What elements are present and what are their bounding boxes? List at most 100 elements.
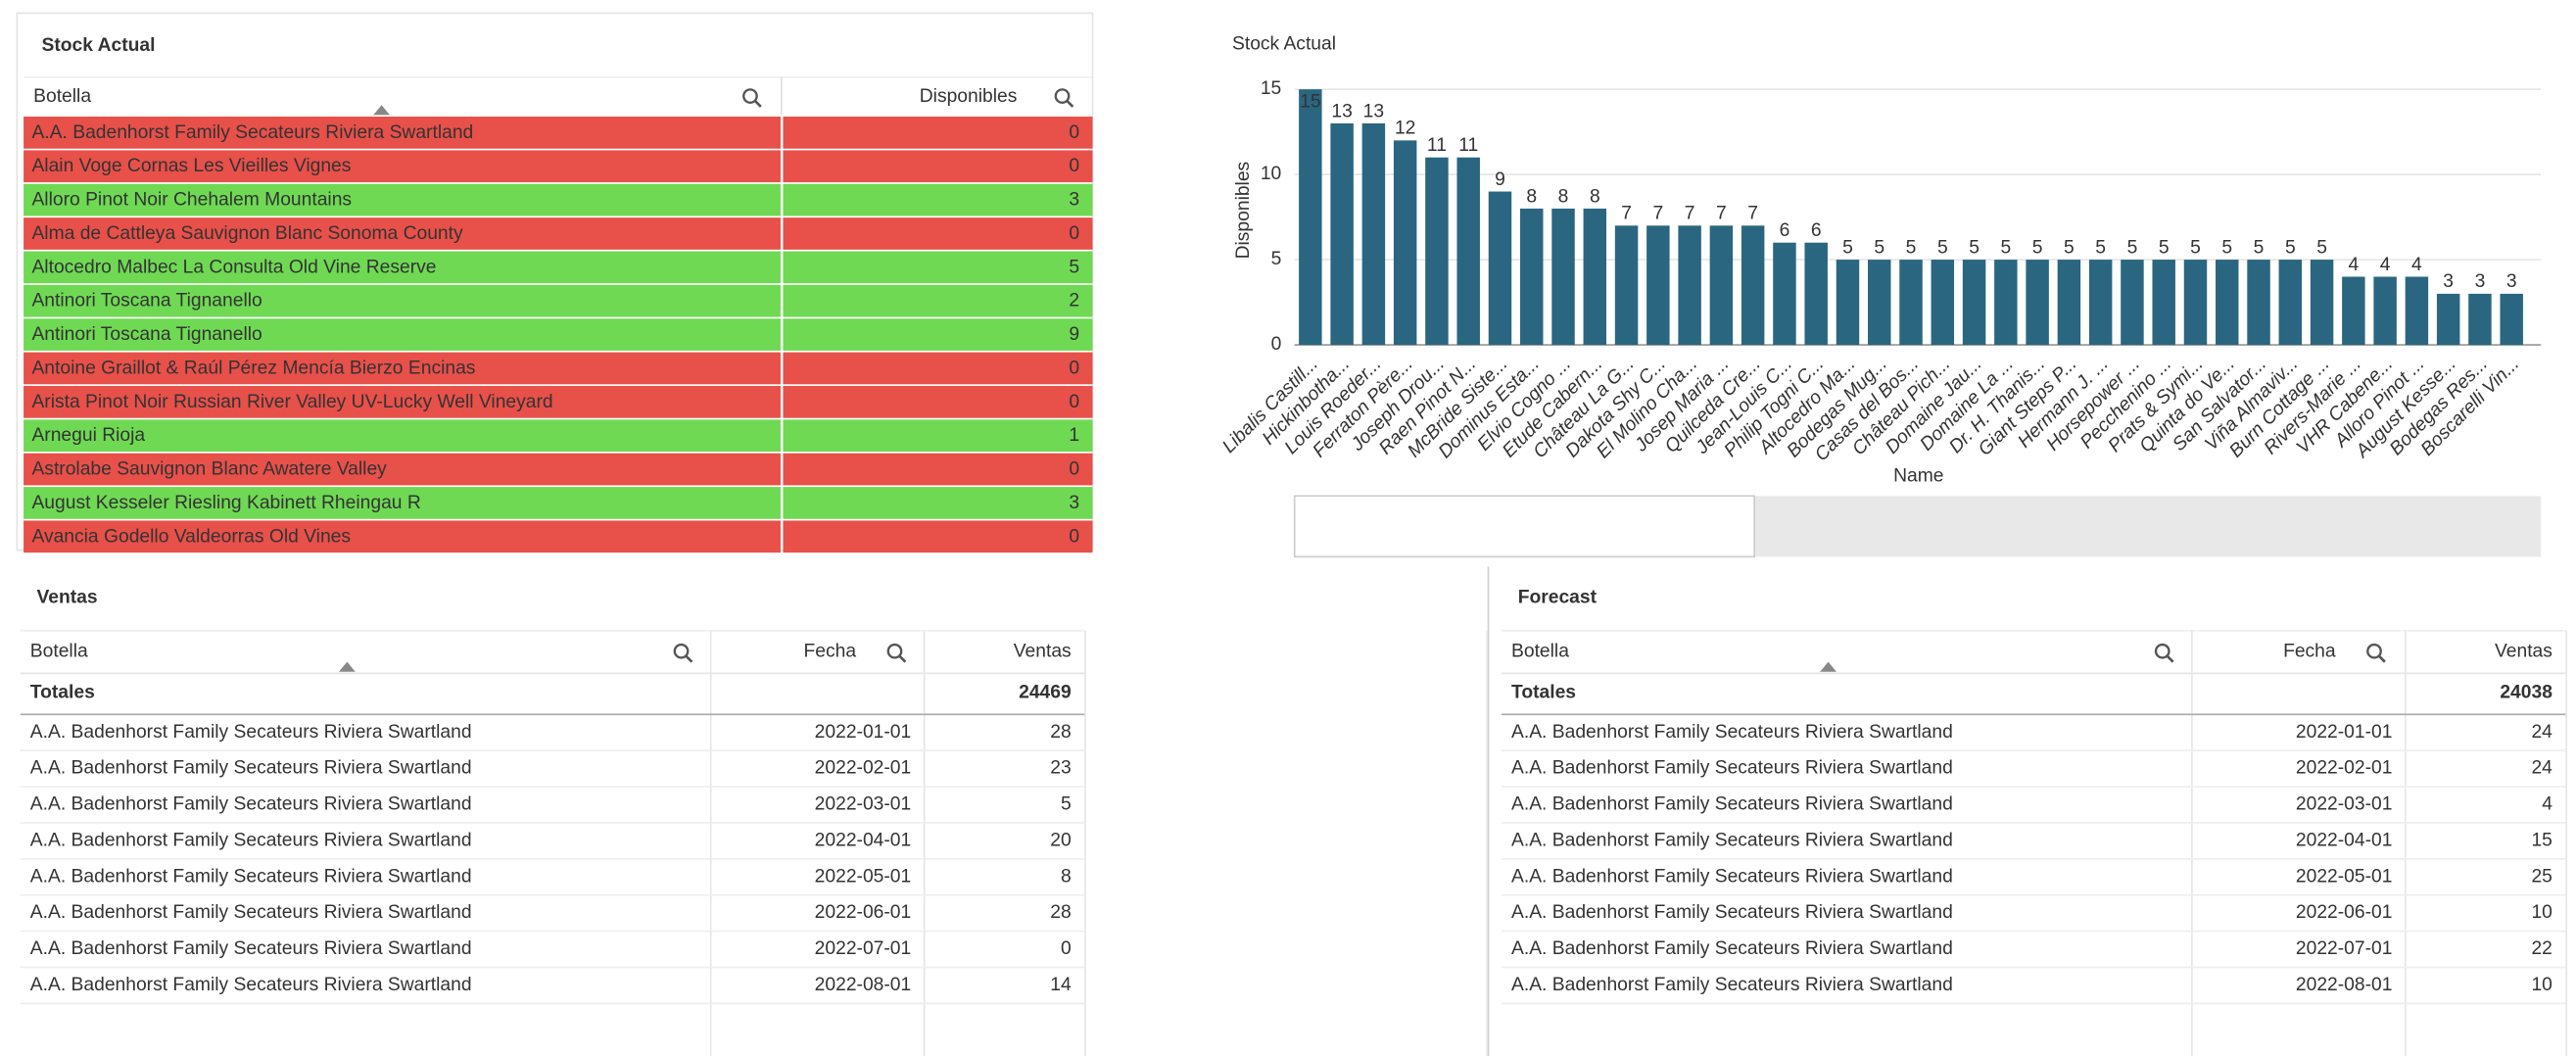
search-icon[interactable]: [886, 643, 903, 659]
sort-indicator[interactable]: [1820, 661, 1837, 672]
cell-value: 3: [1069, 190, 1079, 211]
column-header[interactable]: Ventas: [2495, 642, 2552, 662]
cell-text: A.A. Badenhorst Family Secateurs Riviera…: [30, 975, 472, 995]
value-label: 6: [1811, 220, 1822, 241]
cell-value: 0: [1069, 459, 1079, 480]
cell-date: 2022-04-01: [2296, 830, 2393, 850]
sort-indicator[interactable]: [373, 105, 390, 116]
scrollbar-thumb[interactable]: [1293, 495, 1755, 558]
column-header[interactable]: Fecha: [2283, 642, 2336, 662]
totals-label: Totales: [1511, 683, 1576, 703]
totals-value: 24038: [2500, 683, 2552, 703]
cell-text: A.A. Badenhorst Family Secateurs Riviera…: [30, 902, 472, 923]
value-label: 4: [2411, 255, 2422, 275]
cell-value: 4: [2542, 794, 2552, 815]
row-cell: [783, 217, 1093, 250]
cell-text: Alain Voge Cornas Les Vieilles Vignes: [31, 156, 351, 176]
cell-text: A.A. Badenhorst Family Secateurs Riviera…: [1511, 830, 1953, 850]
row-cell: [783, 385, 1093, 418]
bar: [1520, 208, 1544, 346]
search-icon[interactable]: [2154, 643, 2171, 659]
bar: [1962, 260, 1986, 346]
cell-date: 2022-01-01: [815, 722, 912, 743]
value-label: 5: [2190, 237, 2201, 258]
row-cell: [24, 217, 781, 250]
bar: [2121, 260, 2144, 346]
value-label: 7: [1621, 204, 1632, 224]
cell-value: 9: [1069, 324, 1079, 345]
search-icon[interactable]: [673, 643, 690, 659]
column-header[interactable]: Botella: [1511, 642, 1569, 662]
bar: [1330, 122, 1354, 346]
bar: [1709, 225, 1734, 346]
row-cell: [783, 453, 1093, 486]
column-header[interactable]: Fecha: [804, 642, 857, 662]
bar: [1804, 242, 1828, 346]
cell-value: 28: [1050, 722, 1071, 743]
row-cell: [24, 352, 781, 385]
cell-date: 2022-08-01: [815, 975, 912, 995]
cell-text: A.A. Badenhorst Family Secateurs Riviera…: [1511, 722, 1953, 743]
cell-text: A.A. Badenhorst Family Secateurs Riviera…: [30, 938, 472, 959]
cell-value: 15: [2531, 830, 2552, 850]
cell-value: 0: [1069, 526, 1079, 547]
row-cell: [783, 487, 1093, 519]
column-header[interactable]: Botella: [33, 86, 91, 107]
cell-value: 0: [1069, 358, 1079, 378]
cell-text: A.A. Badenhorst Family Secateurs Riviera…: [30, 758, 472, 779]
cell-text: A.A. Badenhorst Family Secateurs Riviera…: [1511, 938, 1953, 959]
bar: [1773, 242, 1796, 346]
sort-indicator[interactable]: [338, 661, 356, 672]
cell-date: 2022-08-01: [2296, 975, 2393, 995]
y-axis-label: Disponibles: [1233, 162, 1254, 260]
bar: [1393, 140, 1417, 346]
bar: [1741, 225, 1765, 346]
search-icon[interactable]: [2366, 643, 2382, 659]
search-icon[interactable]: [742, 88, 758, 104]
cell-text: Arnegui Rioja: [31, 425, 145, 446]
y-tick-label: 15: [1261, 78, 1281, 99]
bar: [1614, 225, 1639, 346]
bar: [2500, 293, 2523, 346]
column-header[interactable]: Ventas: [1014, 642, 1072, 662]
value-label: 5: [2316, 237, 2327, 258]
value-label: 7: [1685, 204, 1695, 224]
y-tick-label: 0: [1271, 334, 1282, 355]
cell-text: A.A. Badenhorst Family Secateurs Riviera…: [1511, 794, 1953, 815]
cell-date: 2022-06-01: [815, 902, 912, 923]
cell-value: 10: [2531, 902, 2552, 923]
cell-date: 2022-04-01: [815, 830, 912, 850]
search-icon-handle: [2166, 654, 2174, 663]
value-label: 7: [1716, 204, 1727, 224]
cell-date: 2022-03-01: [2296, 794, 2393, 815]
cell-date: 2022-02-01: [2296, 758, 2393, 779]
row-cell: [783, 183, 1093, 216]
value-label: 13: [1363, 101, 1384, 121]
search-icon-handle: [1066, 100, 1074, 108]
cell-text: A.A. Badenhorst Family Secateurs Riviera…: [30, 830, 472, 850]
bar: [2026, 260, 2049, 346]
bar: [1994, 260, 2018, 346]
value-label: 4: [2380, 255, 2391, 275]
value-label: 5: [2254, 237, 2265, 258]
cell-text: Antinori Toscana Tignanello: [31, 291, 262, 312]
value-label: 4: [2348, 255, 2359, 275]
column-header[interactable]: Botella: [30, 642, 88, 662]
bar: [2183, 260, 2208, 346]
bar: [2468, 293, 2492, 346]
cell-value: 0: [1061, 938, 1072, 959]
value-label: 5: [2221, 237, 2232, 258]
chart-title: Stock Actual: [1232, 33, 1336, 54]
search-icon-handle: [898, 654, 907, 663]
cell-value: 1: [1069, 425, 1079, 446]
search-icon[interactable]: [1054, 88, 1071, 104]
value-label: 5: [1874, 237, 1884, 258]
cell-value: 5: [1069, 257, 1079, 277]
cell-value: 24: [2531, 758, 2552, 779]
row-cell: [24, 385, 781, 418]
bar: [2088, 260, 2113, 346]
x-axis-label: Name: [1893, 465, 1943, 486]
value-label: 5: [1969, 237, 1980, 258]
bar: [1299, 89, 1322, 346]
value-label: 8: [1590, 186, 1600, 207]
